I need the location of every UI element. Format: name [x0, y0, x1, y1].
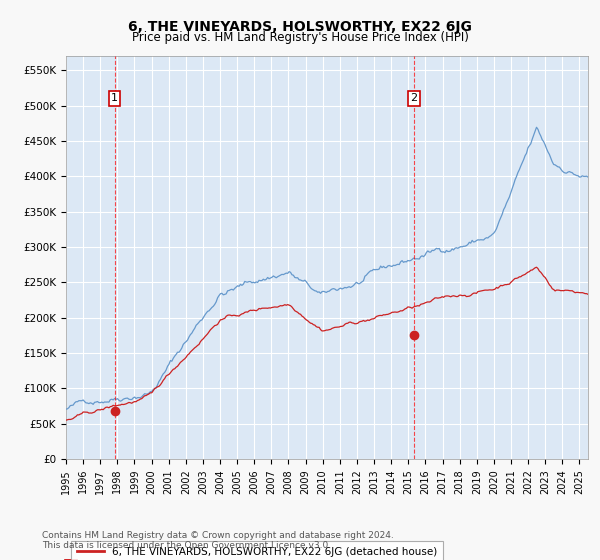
Legend: 6, THE VINEYARDS, HOLSWORTHY, EX22 6JG (detached house), HPI: Average price, det: 6, THE VINEYARDS, HOLSWORTHY, EX22 6JG (… — [71, 541, 443, 560]
Text: 1: 1 — [111, 94, 118, 104]
Text: Price paid vs. HM Land Registry's House Price Index (HPI): Price paid vs. HM Land Registry's House … — [131, 31, 469, 44]
Text: 6, THE VINEYARDS, HOLSWORTHY, EX22 6JG: 6, THE VINEYARDS, HOLSWORTHY, EX22 6JG — [128, 20, 472, 34]
Text: Contains HM Land Registry data © Crown copyright and database right 2024.
This d: Contains HM Land Registry data © Crown c… — [42, 530, 394, 550]
Text: 2: 2 — [410, 94, 418, 104]
